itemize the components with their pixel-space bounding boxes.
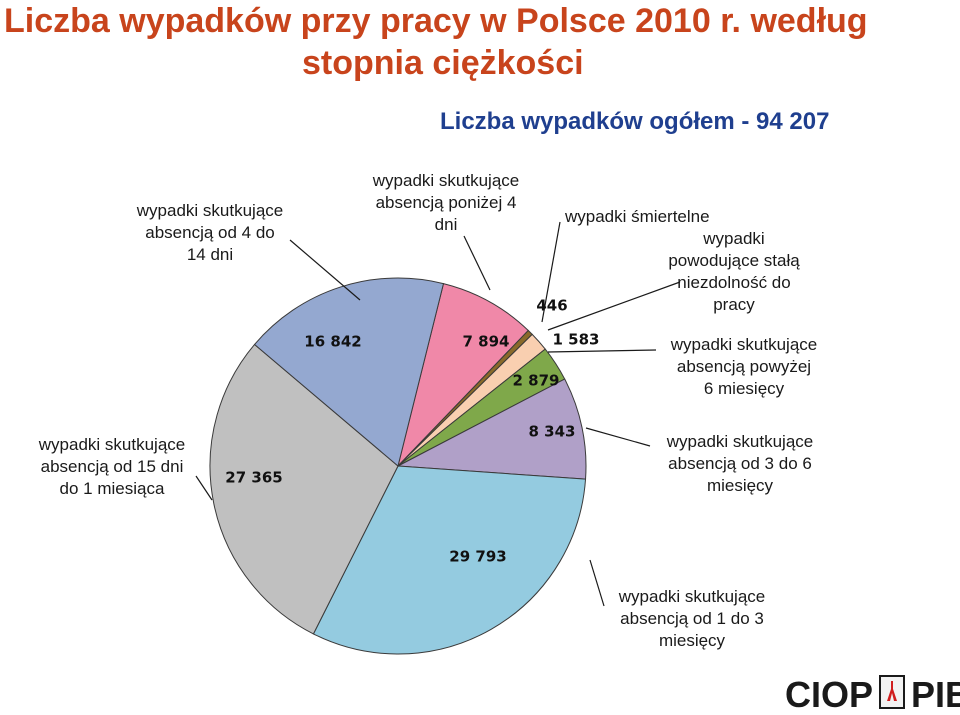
category-label-line: wypadki skutkujące	[136, 201, 283, 220]
leader-line-fatal	[541, 221, 561, 323]
category-label-m1to3: wypadki skutkujące absencją od 1 do 3 mies…	[618, 587, 765, 650]
value-label-lt4: 7 894	[463, 333, 510, 351]
leader-line-m3to6	[585, 427, 651, 447]
value-label-d4to14: 16 842	[304, 333, 361, 351]
category-label-line: wypadki skutkujące	[670, 335, 817, 354]
leader-line-d4to14	[289, 239, 361, 301]
category-label-line: do 1 miesiąca	[60, 479, 165, 498]
category-label-line: wypadki śmiertelne	[564, 207, 710, 226]
value-label-m1to3: 29 793	[449, 548, 506, 566]
category-labels: wypadki skutkujące absencją poniżej 4 dni w…	[38, 171, 817, 650]
pie-slice-d4to14	[253, 277, 445, 467]
category-label-d15to1m: wypadki skutkujące absencją od 15 dni do 1…	[38, 435, 185, 498]
pie-slice-m3to6	[396, 378, 587, 480]
leader-line-perm	[547, 281, 681, 331]
category-label-line: miesięcy	[659, 631, 726, 650]
category-label-line: absencją od 4 do	[145, 223, 275, 242]
category-label-line: 6 miesięcy	[704, 379, 785, 398]
leader-line-m1to3	[589, 559, 605, 607]
chart-title-line-1: Liczba wypadków przy pracy w Polsce 2010…	[4, 2, 868, 40]
category-label-line: wypadki skutkujące	[666, 432, 813, 451]
logo-text-left: CIOP	[785, 674, 874, 715]
category-label-line: wypadki skutkujące	[38, 435, 185, 454]
category-label-gt6m: wypadki skutkujące absencją powyżej 6 mies…	[670, 335, 817, 398]
category-label-line: 14 dni	[187, 245, 233, 264]
category-label-line: absencją powyżej	[677, 357, 811, 376]
leader-line-lt4	[463, 235, 491, 291]
pie-slices	[209, 277, 587, 655]
category-label-line: miesięcy	[707, 476, 774, 495]
value-label-perm: 1 583	[553, 331, 600, 349]
category-label-line: wypadki skutkujące	[372, 171, 519, 190]
category-label-line: pracy	[713, 295, 755, 314]
category-label-m3to6: wypadki skutkujące absencją od 3 do 6 mies…	[666, 432, 813, 495]
value-labels: 7 894 446 1 583 2 879 8 343 29 793 27 365 16 84…	[225, 297, 599, 566]
value-label-d15to1m: 27 365	[225, 469, 282, 487]
category-label-perm: wypadki powodujące stałą niezdolność do pra…	[668, 229, 800, 314]
chart-subtitle: Liczba wypadków ogółem - 94 207	[440, 108, 830, 135]
logo-text-right: PIB	[911, 674, 960, 715]
category-label-line: absencją poniżej 4	[376, 193, 517, 212]
category-label-line: absencją od 1 do 3	[620, 609, 764, 628]
chart-title-line-2: stopnia ciężkości	[302, 44, 584, 82]
category-label-d4to14: wypadki skutkujące absencją od 4 do 14 dni	[136, 201, 283, 264]
ciop-pib-logo: CIOP PIB	[785, 675, 960, 713]
logo-emblem-icon	[879, 675, 906, 709]
category-label-line: dni	[435, 215, 458, 234]
category-label-line: absencją od 3 do 6	[668, 454, 812, 473]
value-label-gt6m: 2 879	[513, 372, 560, 390]
value-label-fatal: 446	[536, 297, 567, 315]
category-label-line: absencją od 15 dni	[41, 457, 184, 476]
value-label-m3to6: 8 343	[529, 423, 576, 441]
category-label-line: wypadki	[702, 229, 764, 248]
pie-slice-lt4	[397, 282, 529, 468]
category-label-line: niezdolność do	[677, 273, 790, 292]
leader-line-d15to1m	[195, 475, 213, 501]
category-label-lt4: wypadki skutkujące absencją poniżej 4 dni	[372, 171, 519, 234]
leader-lines	[195, 221, 681, 607]
category-label-line: wypadki skutkujące	[618, 587, 765, 606]
pie-slice-d15to1m	[209, 343, 399, 635]
category-label-line: powodujące stałą	[668, 251, 800, 270]
category-label-fatal: wypadki śmiertelne	[564, 207, 710, 226]
pie-slice-m1to3	[312, 465, 587, 655]
leader-line-gt6m	[547, 349, 657, 353]
